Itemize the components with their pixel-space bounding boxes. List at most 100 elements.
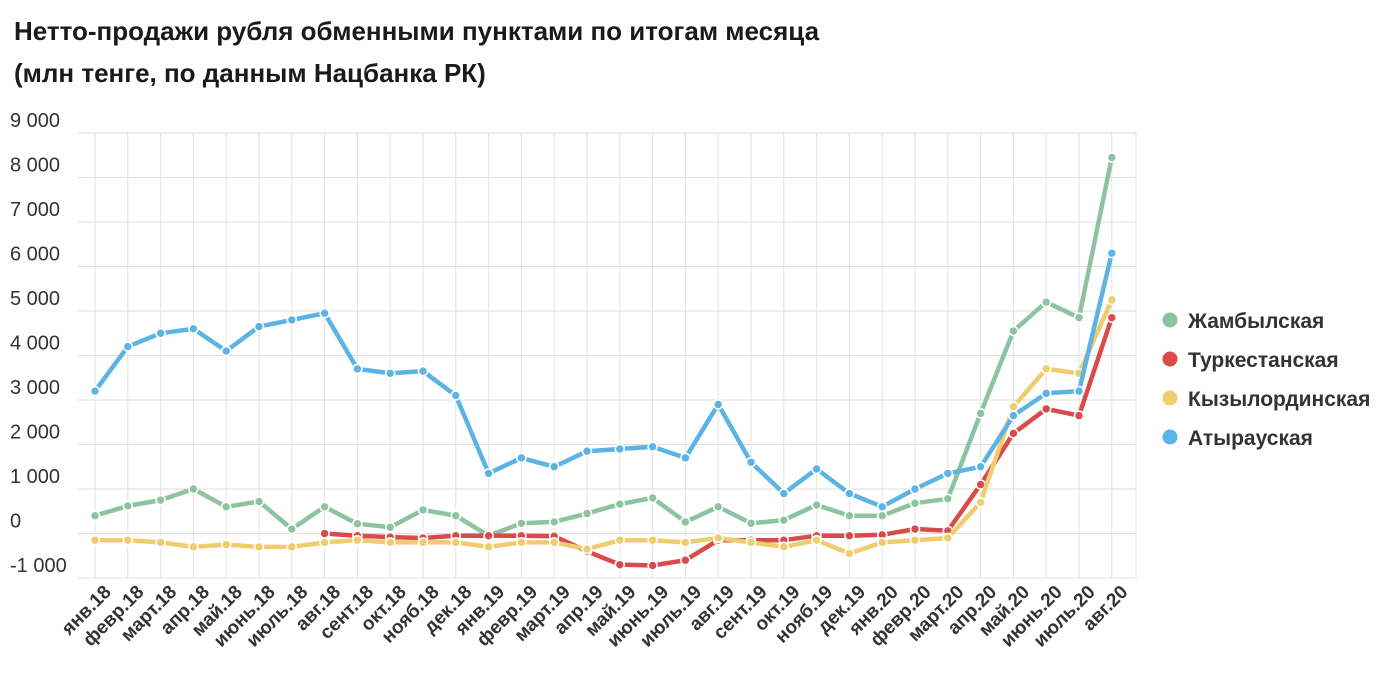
data-point	[253, 496, 265, 507]
y-tick-label: 9 000	[10, 110, 60, 132]
legend-label: Туркестанская	[1188, 349, 1339, 372]
y-tick-label: 3 000	[10, 377, 60, 399]
chart-grid	[78, 132, 1137, 579]
legend-item: Кызылординская	[1162, 388, 1370, 411]
data-point	[286, 523, 298, 535]
data-point	[1040, 296, 1052, 308]
data-point	[909, 534, 921, 546]
data-point	[220, 345, 232, 357]
data-point	[1106, 152, 1118, 163]
legend-item: Туркестанская	[1162, 349, 1339, 372]
series-line	[92, 297, 1115, 556]
data-point	[1040, 363, 1052, 375]
y-tick-label: 2 000	[10, 422, 60, 444]
y-tick-label: 0	[10, 511, 21, 533]
data-point	[516, 517, 527, 529]
data-point	[450, 510, 462, 522]
data-point	[876, 510, 888, 522]
data-point	[483, 468, 494, 479]
chart-legend: Жамбылская Туркестанская Кызылординская Аты…	[1162, 310, 1370, 450]
data-point	[942, 532, 954, 544]
y-tick-label: 1 000	[10, 466, 60, 488]
data-point	[155, 537, 166, 548]
data-point	[483, 530, 494, 542]
data-point	[811, 534, 822, 546]
data-point	[450, 537, 462, 548]
data-point	[712, 501, 724, 513]
series-1	[89, 152, 1118, 542]
data-point	[909, 497, 921, 509]
series-line	[92, 155, 1115, 538]
series-4	[89, 247, 1118, 513]
data-point	[778, 514, 790, 526]
chart-series	[89, 152, 1118, 571]
data-point	[155, 327, 166, 339]
y-axis: 9 000 8 000 7 000 6 000 5 000 4 000 3 000 2 000…	[10, 110, 67, 577]
data-point	[1073, 312, 1085, 323]
data-point	[220, 539, 232, 550]
legend-label: Атырауская	[1188, 427, 1313, 450]
data-point	[876, 537, 888, 548]
data-point	[942, 468, 954, 479]
data-point	[286, 314, 298, 326]
data-point	[319, 537, 330, 548]
data-point	[614, 559, 626, 570]
data-point	[548, 537, 560, 548]
y-tick-label: -1 000	[10, 555, 67, 577]
legend-marker	[1162, 429, 1178, 445]
data-point	[384, 537, 396, 548]
legend-marker	[1162, 312, 1178, 328]
legend-marker	[1162, 390, 1178, 406]
data-point	[778, 541, 790, 553]
y-tick-label: 4 000	[10, 333, 60, 355]
data-point	[220, 501, 232, 513]
data-point	[1008, 401, 1019, 412]
y-tick-label: 7 000	[10, 199, 60, 221]
data-point	[188, 323, 199, 335]
data-point	[1106, 247, 1118, 259]
data-point	[614, 498, 626, 510]
data-point	[417, 365, 429, 377]
data-point	[844, 510, 855, 522]
data-point	[745, 456, 757, 468]
legend-label: Кызылординская	[1188, 388, 1370, 411]
chart-title-line-2: (млн тенге, по данным Нацбанка РК)	[14, 58, 486, 88]
data-point	[975, 497, 986, 508]
data-point	[909, 523, 921, 535]
chart-title: Нетто-продажи рубля обменными пунктами п…	[14, 10, 819, 94]
data-point	[188, 483, 199, 495]
data-point	[417, 504, 429, 516]
series-line	[92, 250, 1115, 510]
data-point	[384, 521, 396, 533]
data-point	[516, 452, 527, 464]
data-point	[712, 532, 724, 544]
data-point	[319, 307, 330, 319]
y-tick-label: 6 000	[10, 244, 60, 266]
data-point	[352, 518, 363, 530]
data-point	[647, 492, 658, 504]
data-point	[516, 537, 527, 548]
data-point	[1040, 388, 1052, 399]
data-point	[647, 560, 658, 571]
data-point	[581, 543, 593, 555]
data-point	[89, 510, 101, 522]
data-point	[712, 399, 724, 410]
y-tick-label: 5 000	[10, 288, 60, 310]
data-point	[778, 488, 790, 499]
data-point	[811, 499, 822, 511]
data-point	[483, 541, 494, 553]
data-point	[188, 541, 199, 553]
legend-marker	[1162, 351, 1178, 367]
legend-label: Жамбылская	[1187, 310, 1324, 333]
data-point	[975, 408, 986, 419]
data-point	[89, 385, 101, 397]
data-point	[680, 452, 691, 464]
data-point	[942, 493, 954, 505]
data-point	[122, 341, 134, 352]
data-point	[286, 541, 298, 553]
legend-item: Атырауская	[1162, 427, 1313, 450]
legend-item: Жамбылская	[1162, 310, 1324, 333]
data-point	[614, 534, 626, 546]
data-point	[122, 534, 134, 546]
